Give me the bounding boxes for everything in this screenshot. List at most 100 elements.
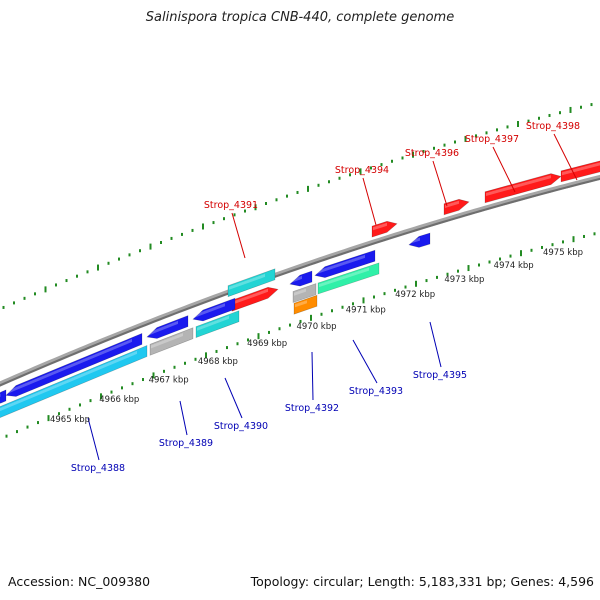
genome-summary-text: Topology: circular; Length: 5,183,331 bp… — [250, 574, 594, 589]
gene-arrow-4395 — [408, 232, 431, 248]
gene-arrow-4393-mint — [317, 262, 380, 295]
tick-marks — [2, 103, 596, 438]
gene-arrow-4394-shine — [373, 222, 387, 231]
gene-arrow-4393 — [314, 249, 376, 278]
kbp-label: 4967 kbp — [149, 376, 189, 386]
gene-arrow-4390-cyan — [195, 310, 240, 339]
gene-arrow-4393-mint-shine — [319, 267, 369, 288]
gene-arrow-4390-cyan-shine — [197, 315, 229, 331]
gene-arrow-4397-body — [484, 173, 562, 204]
leader-Strop_4391 — [231, 212, 246, 259]
gene-arrow-4395-shine — [410, 237, 420, 244]
leader-Strop_4398 — [553, 133, 578, 181]
kbp-labels: 4965 kbp 4966 kbp 4967 kbp 4968 kbp 4969 kbp… — [50, 248, 583, 425]
gene-arrow-4394-body — [371, 220, 398, 238]
leader-Strop_4389 — [179, 400, 188, 436]
gene-arrow-4395-body — [408, 232, 431, 248]
kbp-label: 4966 kbp — [99, 395, 139, 405]
gene-label-Strop_4397: Strop_4397 — [465, 134, 519, 145]
gene-arrow-4387-body — [0, 389, 7, 404]
backbone — [0, 174, 600, 387]
gene-arrow-4388-body — [5, 332, 143, 397]
gene-arrow-4392-orange — [293, 294, 318, 315]
gene-label-Strop_4392: Strop_4392 — [285, 403, 339, 414]
gene-arrow-4389-gray — [149, 327, 194, 356]
gene-arrow-4392-gray-body — [292, 283, 317, 303]
gene-arrow-4392-orange-shine — [295, 300, 307, 308]
gene-arrow-4392-orange-body — [293, 294, 318, 315]
kbp-label: 4970 kbp — [296, 322, 336, 332]
gene-arrow-4398-shine — [562, 162, 600, 176]
gene-arrow-4392-gray-shine — [294, 288, 306, 296]
gene-arrow-4393-mint-body — [317, 262, 380, 295]
gene-label-Strop_4391: Strop_4391 — [204, 200, 258, 211]
gene-arrow-4398-body — [560, 160, 600, 183]
gene-label-Strop_4388: Strop_4388 — [71, 463, 125, 474]
gene-arrow-4389 — [146, 315, 189, 339]
gene-arrow-4396-body — [443, 198, 470, 216]
gene-arrow-4388-shine — [7, 338, 132, 394]
gene-arrow-4391-cyan-body — [227, 268, 276, 298]
gene-label-Strop_4396: Strop_4396 — [405, 148, 459, 159]
gene-label-Strop_4394: Strop_4394 — [335, 165, 389, 176]
gene-arrow-4394 — [371, 220, 398, 238]
accession-text: Accession: NC_009380 — [8, 574, 151, 589]
gene-arrow-4388-sky-body — [0, 345, 148, 418]
leader-Strop_4394 — [362, 177, 377, 226]
feature-arrows — [0, 160, 600, 418]
kbp-label: 4975 kbp — [543, 248, 583, 258]
gene-label-Strop_4393: Strop_4393 — [349, 386, 403, 397]
gene-labels: Strop_4391 Strop_4394 Strop_4396 Strop_4397… — [71, 121, 580, 474]
gene-arrow-4396-shine — [445, 200, 459, 208]
leader-Strop_4388 — [87, 417, 100, 461]
map-title: Salinispora tropica CNB-440, complete ge… — [145, 10, 455, 25]
gene-arrow-4389-shine — [148, 320, 178, 336]
kbp-label: 4971 kbp — [346, 306, 386, 316]
gene-arrow-4389-gray-body — [149, 327, 194, 356]
kbp-label: 4969 kbp — [247, 339, 287, 349]
gene-arrow-4390 — [192, 297, 236, 322]
backbone-shadow — [0, 177, 600, 387]
gene-arrow-4391-shine — [233, 288, 268, 305]
gene-label-Strop_4398: Strop_4398 — [526, 121, 580, 132]
gene-arrow-4390-body — [192, 297, 236, 322]
gene-arrow-4397 — [484, 173, 562, 204]
gene-arrow-4388-sky-shine — [0, 350, 137, 412]
gene-arrow-4396 — [443, 198, 470, 216]
gene-arrow-4393-body — [314, 249, 376, 278]
leader-Strop_4393 — [352, 339, 378, 384]
gene-arrow-4388 — [5, 332, 143, 397]
gene-arrow-4389-body — [146, 315, 189, 339]
gene-label-Strop_4395: Strop_4395 — [413, 370, 467, 381]
gene-label-Strop_4390: Strop_4390 — [214, 421, 268, 432]
leader-Strop_4396 — [432, 160, 448, 207]
gene-arrow-4393-shine — [316, 254, 365, 275]
kbp-label: 4974 kbp — [494, 261, 534, 271]
label-leader-lines — [87, 133, 578, 461]
kbp-label: 4965 kbp — [50, 415, 90, 425]
gene-arrow-4398 — [560, 160, 600, 183]
tick-row-inner — [5, 232, 596, 438]
backbone-line — [0, 174, 600, 387]
kbp-label: 4972 kbp — [395, 290, 435, 300]
leader-Strop_4395 — [429, 321, 442, 368]
gene-arrow-4392-shine — [291, 275, 302, 283]
gene-arrow-4390-shine — [194, 303, 225, 318]
leader-Strop_4392 — [311, 351, 314, 401]
gene-arrow-4391-cyan — [227, 268, 276, 298]
gene-arrow-4392 — [289, 270, 313, 287]
gene-arrow-4389-gray-shine — [151, 333, 183, 349]
gene-arrow-4392-gray — [292, 283, 317, 303]
gene-arrow-4388-sky — [0, 345, 148, 418]
leader-Strop_4397 — [492, 146, 516, 193]
leader-Strop_4390 — [224, 377, 243, 419]
gene-arrow-4392-body — [289, 270, 313, 287]
kbp-label: 4968 kbp — [198, 357, 238, 367]
gene-arrow-4391-cyan-shine — [229, 273, 265, 290]
kbp-label: 4973 kbp — [444, 275, 484, 285]
tick-row-outer — [2, 103, 593, 309]
gene-label-Strop_4389: Strop_4389 — [159, 438, 213, 449]
gene-arrow-4387-shine — [0, 393, 1, 398]
gene-arrow-4390-cyan-body — [195, 310, 240, 339]
